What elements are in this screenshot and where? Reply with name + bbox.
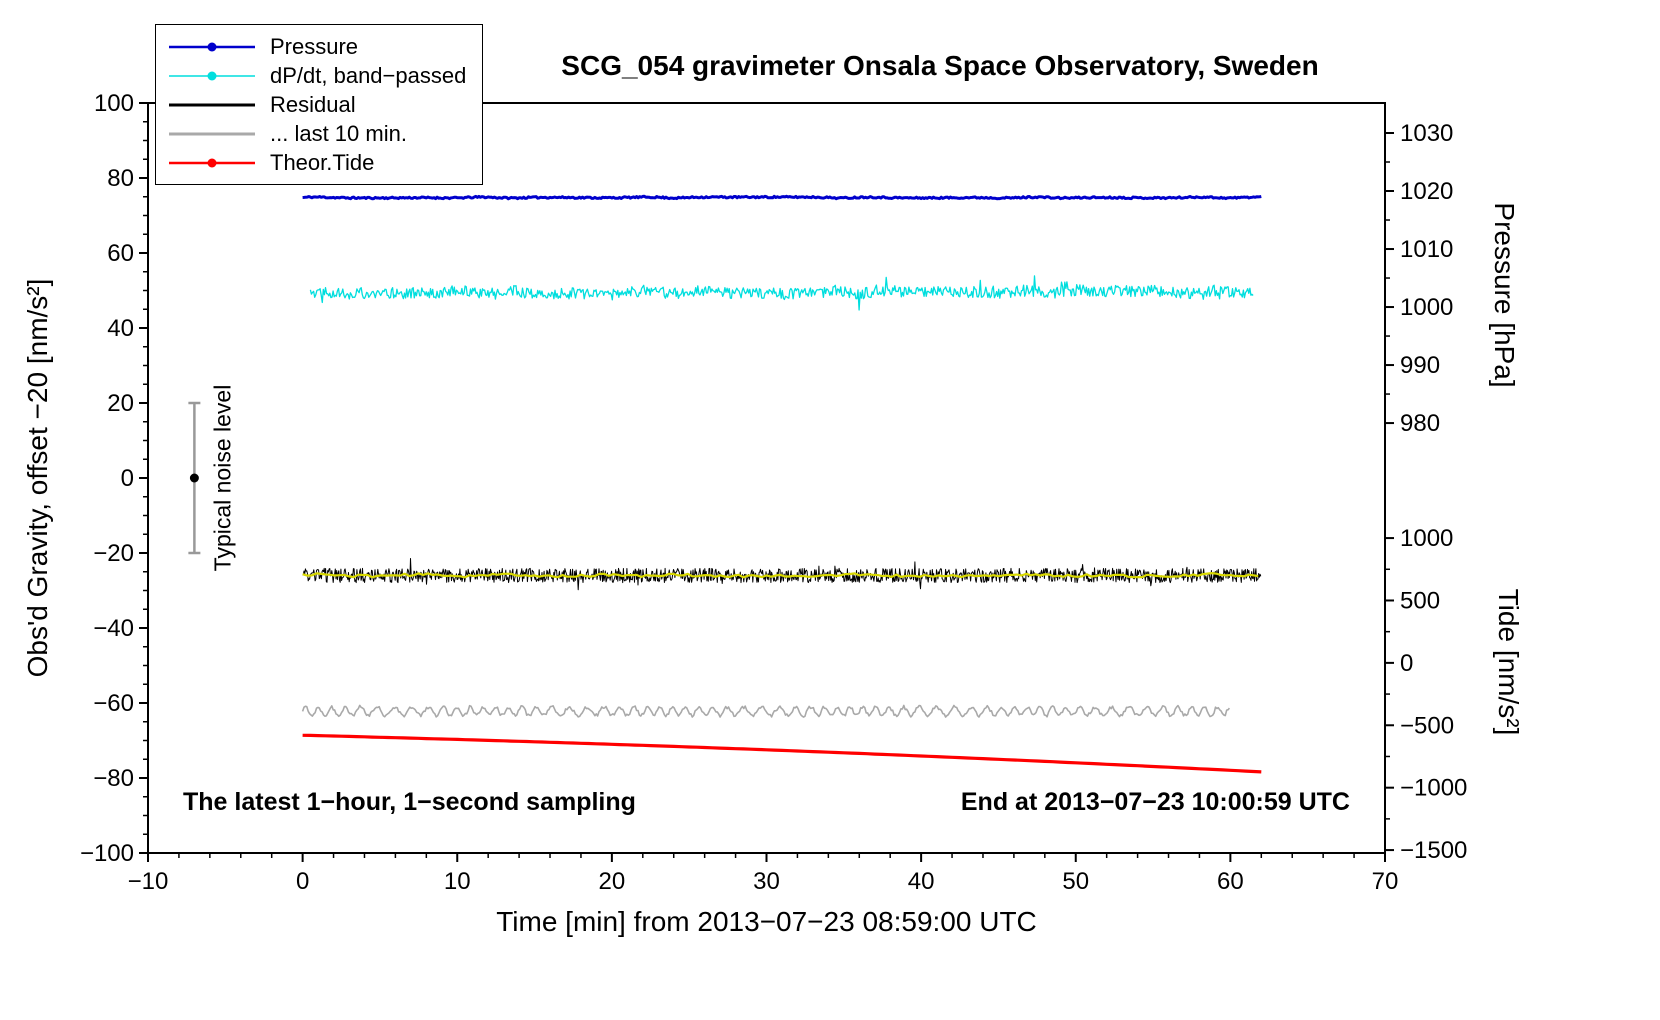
legend-sample-pressure [169,42,255,51]
right-tick-label: 1000 [1400,294,1453,321]
y-tick-label: −20 [93,540,134,567]
right-axis-tide-nm-s-ticks [1385,537,1394,852]
legend-item-last-10-min: ... last 10 min. [166,119,466,148]
x-tick-label: 50 [1062,868,1089,895]
y-tick-label: −40 [93,615,134,642]
right-axis-pressure-hpa-ticks [1385,132,1394,425]
y-axis-ticks [139,102,148,854]
right-tick-label: 990 [1400,352,1440,379]
y-axis-label-pressure: Pressure [hPa] [1489,202,1520,388]
annotation-end-time: End at 2013−07−23 10:00:59 UTC [960,788,1350,816]
y-tick-label: −80 [93,765,134,792]
noise-level-dot [189,473,199,483]
series-pressure [302,194,1262,201]
annotation-sampling: The latest 1−hour, 1−second sampling [183,788,636,816]
x-tick-label: 30 [753,868,780,895]
legend-item-residual: Residual [166,90,466,119]
x-tick-label: −10 [128,868,169,895]
right-tick-label: −1000 [1400,775,1467,802]
x-axis-ticks [147,853,1386,862]
x-tick-label: 10 [444,868,471,895]
right-tick-label: 500 [1400,587,1440,614]
y-tick-label: 0 [121,465,134,492]
x-axis-label: Time [min] from 2013−07−23 08:59:00 UTC [496,906,1037,937]
y-tick-label: 60 [107,240,134,267]
right-tick-label: 1010 [1400,236,1453,263]
legend-label: dP/dt, band−passed [270,62,467,88]
right-tick-label: −1500 [1400,837,1467,864]
y-tick-label: 100 [94,90,134,117]
legend-sample-last-10-min [169,132,255,135]
right-tick-label: 1000 [1400,525,1453,552]
legend-item-pressure: Pressure [166,32,466,61]
noise-level-label: Typical noise level [209,385,235,572]
right-tick-label: 980 [1400,410,1440,437]
x-tick-label: 0 [296,868,309,895]
x-tick-label: 20 [599,868,626,895]
x-tick-label: 60 [1217,868,1244,895]
series-dp-dt-band-passed [309,275,1254,311]
x-tick-label: 40 [908,868,935,895]
right-tick-label: 0 [1400,650,1413,677]
legend-label: Pressure [270,33,359,59]
y-tick-label: 80 [107,165,134,192]
legend-sample-residual [169,103,255,106]
legend: Pressure dP/dt, band−passed Residual ... la… [155,24,484,185]
right-axis-pressure-hpa-minor-ticks [1385,161,1390,395]
right-tick-label: 1020 [1400,178,1453,205]
right-tick-label: −500 [1400,712,1454,739]
x-axis-minor-ticks [178,853,1355,858]
y-tick-label: 20 [107,390,134,417]
legend-label: Residual [270,91,356,117]
series-theor-tide [302,733,1262,774]
legend-item-theor-tide: Theor.Tide [166,148,466,177]
legend-sample-theor-tide [169,158,255,167]
legend-sample-dp-dt-band-passed [169,71,255,80]
chart-title: SCG_054 gravimeter Onsala Space Observat… [561,50,1319,81]
right-axis-tide-nm-s-minor-ticks [1385,568,1390,820]
y-axis-label-gravity: Obs'd Gravity, offset −20 [nm/s²] [22,278,53,678]
y-axis-minor-ticks [143,121,148,835]
series-last-10-min [301,704,1231,718]
x-tick-label: 70 [1372,868,1399,895]
plot-frame [147,102,1386,854]
legend-label: ... last 10 min. [270,120,407,146]
y-tick-label: −60 [93,690,134,717]
legend-label: Theor.Tide [270,149,375,175]
series-residual-smoothed [302,571,1259,579]
legend-item-dp-dt-band-passed: dP/dt, band−passed [166,61,466,90]
right-tick-label: 1030 [1400,120,1453,147]
y-tick-label: 40 [107,315,134,342]
y-axis-label-tide: Tide [nm/s²] [1493,588,1524,736]
y-tick-label: −100 [80,840,134,867]
